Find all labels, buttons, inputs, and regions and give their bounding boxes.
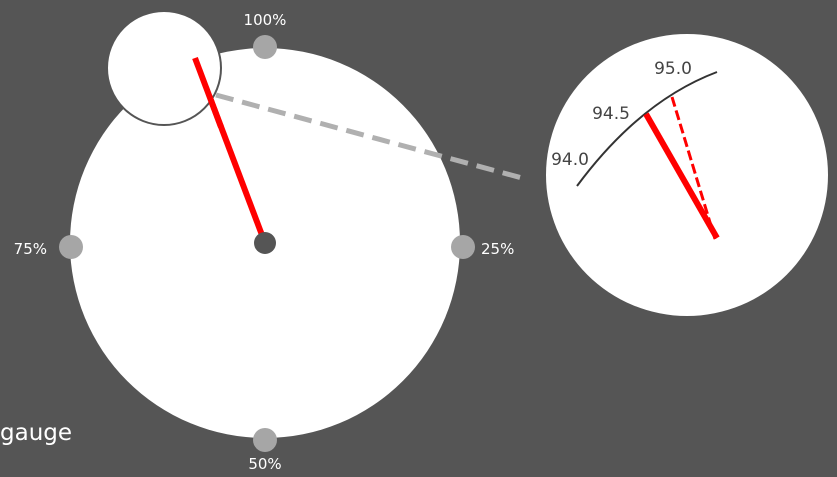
zoom-tick-label-95-0: 95.0 (654, 59, 692, 79)
tick-marker-100 (253, 35, 277, 59)
zoom-needle-dashed (670, 96, 717, 240)
tick-label-100: 100% (244, 11, 287, 29)
zoom-tick-label-94-0: 94.0 (551, 150, 589, 170)
zoom-needle (643, 112, 720, 240)
tick-marker-75 (59, 235, 83, 259)
zoom-scale-arc (576, 71, 718, 187)
tick-label-75: 75% (14, 240, 47, 258)
tick-label-25: 25% (481, 240, 514, 258)
magnifier-lens[interactable] (106, 10, 222, 126)
zoom-tick-label-94-5: 94.5 (592, 104, 630, 124)
tick-marker-25 (451, 235, 475, 259)
tick-marker-50 (253, 428, 277, 452)
gauge-label: gauge (0, 420, 72, 446)
lens-needle (192, 56, 224, 129)
tick-label-50: 50% (248, 455, 281, 472)
gauge-hub (254, 232, 276, 254)
zoom-panel (546, 34, 828, 316)
